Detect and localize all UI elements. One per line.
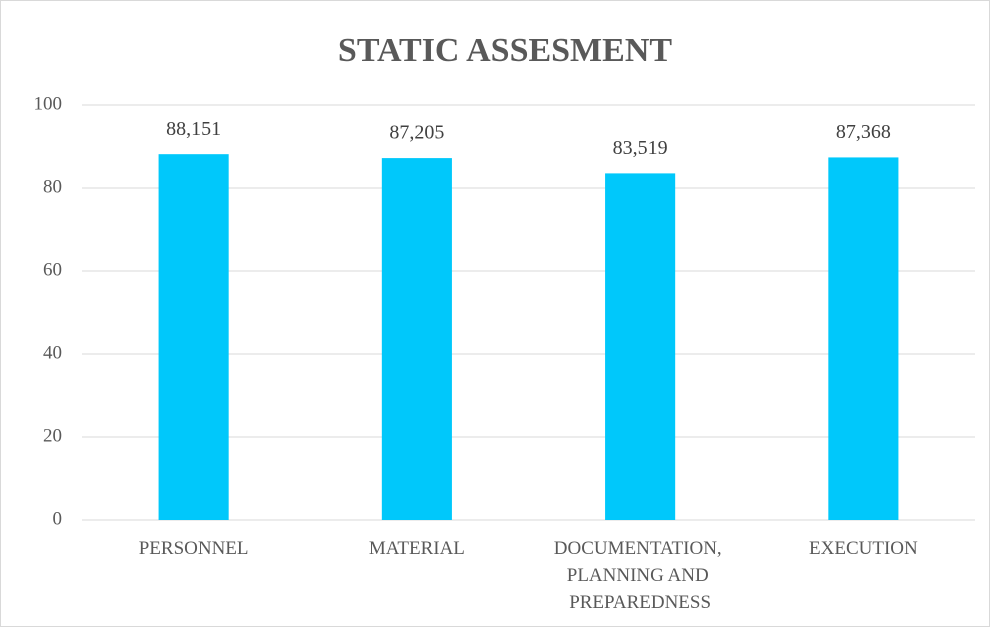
y-tick-label: 0 (53, 508, 63, 529)
chart-title: STATIC ASSESMENT (338, 32, 672, 69)
bar (605, 173, 676, 520)
data-label: 87,205 (389, 122, 444, 144)
x-tick-label: MATERIAL (369, 538, 465, 559)
y-tick-label: 100 (34, 93, 63, 114)
x-tick-label: EXECUTION (809, 538, 918, 559)
x-tick-label: DOCUMENTATION, PLANNING AND PREPAREDNESS (554, 538, 727, 613)
data-label: 88,151 (166, 118, 221, 140)
bar (381, 158, 452, 520)
data-label: 87,368 (836, 121, 891, 143)
y-tick-label: 80 (43, 176, 62, 197)
y-tick-label: 20 (43, 425, 62, 446)
x-tick-label: PERSONNEL (139, 538, 249, 559)
bar (158, 154, 229, 521)
data-label: 83,519 (613, 137, 668, 159)
bar (828, 157, 899, 521)
y-tick-label: 60 (43, 259, 62, 280)
y-tick-label: 40 (43, 342, 62, 363)
